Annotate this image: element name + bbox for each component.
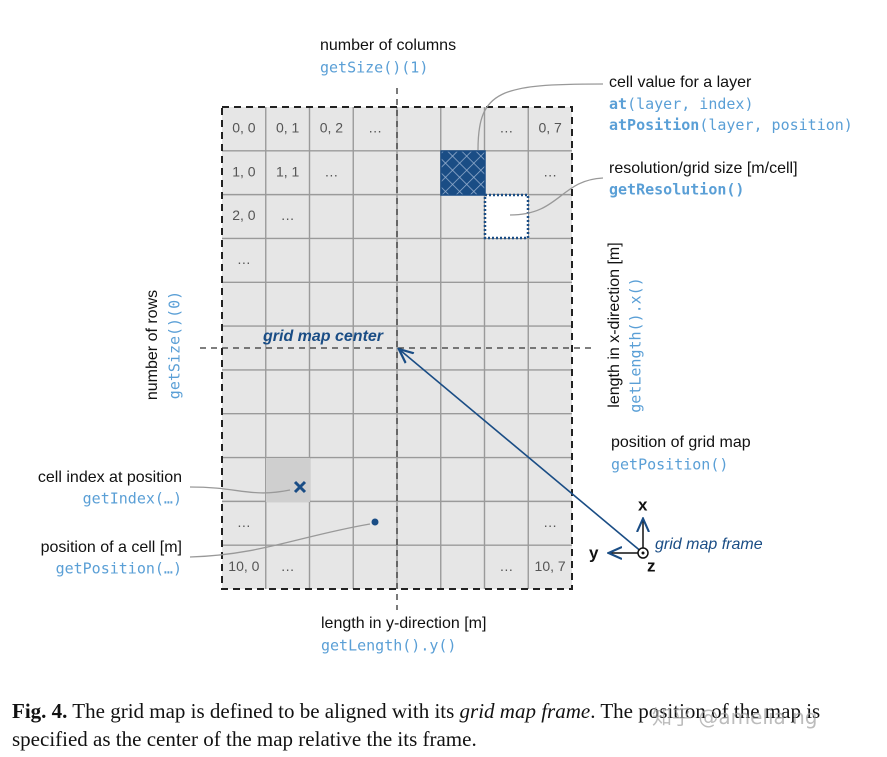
- cell-label: 2, 0: [232, 207, 256, 223]
- code: getLength().y(): [321, 637, 456, 655]
- cell-label: …: [543, 514, 557, 530]
- code-fn: atPosition: [609, 116, 699, 134]
- code: getSize()(1): [320, 59, 428, 77]
- code-args: (layer, position): [699, 116, 853, 134]
- label: position of grid map: [611, 434, 751, 451]
- leader: [189, 523, 371, 558]
- code: getIndex(…): [83, 490, 182, 508]
- code-args: (layer, index): [627, 95, 753, 113]
- watermark: 知乎 @amelia ng: [652, 705, 818, 729]
- cell-label: 10, 7: [535, 558, 566, 574]
- frame-label: grid map frame: [655, 536, 763, 553]
- cell-label: …: [324, 163, 338, 179]
- code: getLength().x(): [627, 277, 645, 412]
- cell-label: …: [281, 558, 295, 574]
- caption-label: Fig. 4.: [12, 699, 68, 723]
- label: cell value for a layer: [609, 74, 752, 91]
- label: position of a cell [m]: [41, 539, 182, 556]
- label: length in y-direction [m]: [321, 615, 486, 632]
- axis-label: y: [589, 543, 599, 562]
- label: number of columns: [320, 37, 456, 54]
- axis-label: x: [638, 495, 648, 514]
- cell-label: 0, 2: [320, 120, 344, 136]
- center-label: grid map center: [262, 328, 384, 345]
- position-arrow: [400, 350, 644, 554]
- position-dot: [371, 518, 379, 526]
- layer-cell: [440, 150, 486, 196]
- diagram: 0, 0 0, 1 0, 2 … … 0, 7 1, 0 1, 1 … … 2, 0 … … … … 10, …: [38, 37, 853, 655]
- index-cell: [266, 458, 310, 502]
- cell-label: 0, 7: [538, 120, 562, 136]
- code: getPosition(…): [56, 560, 182, 578]
- cell-label: …: [281, 207, 295, 223]
- label: cell index at position: [38, 469, 182, 486]
- cell-label: …: [499, 120, 513, 136]
- z-axis-dot: [641, 551, 645, 555]
- cell-label: 1, 1: [276, 163, 300, 179]
- caption-emph: grid map frame: [459, 699, 591, 723]
- cell-label: 10, 0: [228, 558, 259, 574]
- cell-label: …: [499, 558, 513, 574]
- cell-label: …: [237, 514, 251, 530]
- code: getSize()(0): [166, 291, 184, 399]
- caption: Fig. 4. The grid map is defined to be al…: [12, 697, 878, 753]
- cell-label: …: [368, 120, 382, 136]
- resolution-cell: [483, 193, 530, 240]
- cell-label: …: [543, 163, 557, 179]
- code: atPosition(layer, position): [609, 116, 853, 134]
- code: getPosition(): [611, 456, 728, 474]
- leader: [477, 83, 604, 151]
- axis-label: z: [647, 556, 656, 575]
- caption-text: . The position of the map is specified a…: [12, 699, 821, 751]
- cell-label: 0, 0: [232, 120, 256, 136]
- caption-text: The grid map is defined to be aligned wi…: [72, 699, 460, 723]
- code: getResolution(): [609, 181, 744, 199]
- cell-label: 1, 0: [232, 163, 256, 179]
- code: at(layer, index): [609, 95, 754, 113]
- leader: [189, 486, 291, 494]
- label: length in x-direction [m]: [606, 242, 623, 407]
- code-fn: at: [609, 95, 627, 113]
- index-mark: [293, 480, 307, 494]
- label: number of rows: [144, 290, 161, 400]
- leader: [509, 177, 604, 216]
- cell-label: …: [237, 251, 251, 267]
- label: resolution/grid size [m/cell]: [609, 160, 798, 177]
- cell-label: 0, 1: [276, 120, 300, 136]
